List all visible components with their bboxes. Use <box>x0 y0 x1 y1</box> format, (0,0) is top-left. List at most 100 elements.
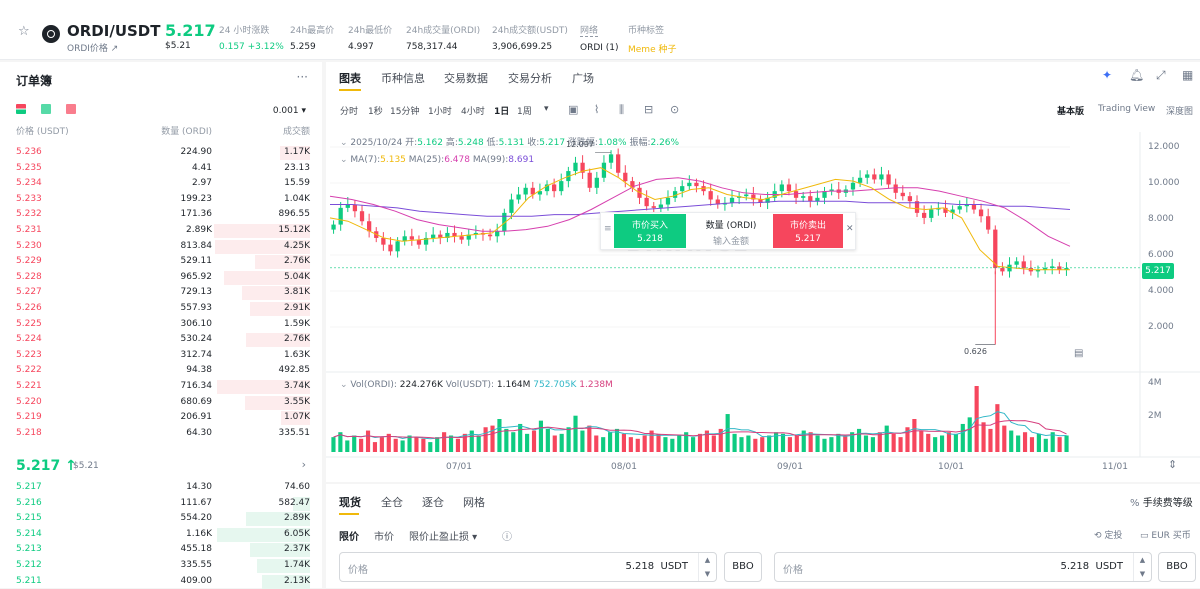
bid-row[interactable]: 5.216 111.67 582.47 <box>0 496 322 511</box>
fee-level-link[interactable]: % 手续费等级 <box>1130 494 1193 509</box>
collapse-chevron-icon[interactable]: ⌄ <box>340 138 348 148</box>
view-asks-icon[interactable] <box>66 104 77 114</box>
bid-row[interactable]: 5.217 14.30 74.60 <box>0 480 322 495</box>
price-stepper[interactable]: ▲ ▼ <box>698 553 716 581</box>
sparkle-icon[interactable]: ✦ <box>1102 68 1113 82</box>
more-options-icon[interactable]: ··· <box>296 70 308 84</box>
row-total: 3.55K <box>284 396 310 407</box>
buy-price-input[interactable]: 价格 5.218 USDT ▲ ▼ <box>339 552 717 582</box>
ask-row[interactable]: 5.231 2.89K 15.12K <box>0 223 322 238</box>
close-icon[interactable]: ✕ <box>846 224 854 234</box>
interval-4h[interactable]: 4小时 <box>461 107 485 117</box>
view-basic[interactable]: 基本版 <box>1057 107 1085 117</box>
ask-row[interactable]: 5.221 716.34 3.74K <box>0 379 322 394</box>
ask-row[interactable]: 5.227 729.13 3.81K <box>0 285 322 301</box>
reset-axis-icon[interactable]: ⇕ <box>1168 458 1178 471</box>
tag-seed[interactable]: 种子 <box>658 45 677 55</box>
tab-square[interactable]: 广场 <box>572 72 594 85</box>
tab-spot[interactable]: 现货 <box>339 496 361 509</box>
bbo-button[interactable]: BBO <box>724 552 762 582</box>
tab-cross[interactable]: 全仓 <box>381 496 403 509</box>
depth-bar <box>292 496 310 511</box>
market-buy-button[interactable]: 市价买入 5.218 <box>614 214 686 248</box>
tab-trade-data[interactable]: 交易数据 <box>444 72 488 85</box>
chart-widget-icon[interactable]: ▤ <box>1074 348 1084 359</box>
open-label: 开: <box>405 138 418 148</box>
ask-row[interactable]: 5.236 224.90 1.17K <box>0 145 322 160</box>
ask-row[interactable]: 5.218 64.30 335.51 <box>0 426 322 441</box>
bid-row[interactable]: 5.211 409.00 2.13K <box>0 574 322 589</box>
calendar-icon[interactable]: ▣ <box>568 103 579 116</box>
order-type-market[interactable]: 市价 <box>374 532 394 543</box>
tab-chart[interactable]: 图表 <box>339 72 361 85</box>
sell-price-input[interactable]: 价格 5.218 USDT ▲ ▼ <box>774 552 1152 582</box>
settings-icon[interactable]: ⊟ <box>644 103 654 116</box>
order-type-stop-limit[interactable]: 限价止盈止损 ▾ <box>409 532 478 543</box>
tab-isolated[interactable]: 逐仓 <box>422 496 444 509</box>
view-depth[interactable]: 深度图 <box>1166 107 1194 117</box>
bbo-button[interactable]: BBO <box>1158 552 1196 582</box>
ask-row[interactable]: 5.233 199.23 1.04K <box>0 192 322 207</box>
row-total: 2.37K <box>284 544 310 555</box>
ask-row[interactable]: 5.220 680.69 3.55K <box>0 395 322 410</box>
interval-1s[interactable]: 1秒 <box>368 107 383 117</box>
pair-title[interactable]: ORDI/USDT <box>67 22 161 40</box>
candle-body <box>1050 266 1055 269</box>
favorite-star-icon[interactable]: ☆ <box>18 24 30 39</box>
precision-select[interactable]: 0.001 ▾ <box>272 106 306 116</box>
bid-row[interactable]: 5.213 455.18 2.37K <box>0 542 322 558</box>
increment-icon[interactable]: ▲ <box>704 556 711 564</box>
chevron-right-icon[interactable]: › <box>301 458 306 471</box>
ask-row[interactable]: 5.223 312.74 1.63K <box>0 348 322 363</box>
target-icon[interactable]: ⊙ <box>670 103 680 116</box>
quantity-input[interactable]: 数量 (ORDI) 输入金额 <box>690 214 772 248</box>
ask-row[interactable]: 5.224 530.24 2.76K <box>0 332 322 348</box>
interval-1h[interactable]: 1小时 <box>428 107 452 117</box>
eur-buy-link[interactable]: ▭ EUR 买币 <box>1140 528 1191 541</box>
price-chart[interactable] <box>326 62 1200 482</box>
grid-layout-icon[interactable]: ▦ <box>1182 68 1194 82</box>
order-type-limit[interactable]: 限价 <box>339 532 359 543</box>
pair-subtitle-link[interactable]: ORDI价格 ↗ <box>67 44 119 54</box>
interval-1d[interactable]: 1日 <box>494 107 510 117</box>
info-icon[interactable]: ⓘ <box>502 532 512 543</box>
ask-row[interactable]: 5.219 206.91 1.07K <box>0 410 322 426</box>
decrement-icon[interactable]: ▼ <box>704 570 711 578</box>
collapse-chevron-icon[interactable]: ⌄ <box>340 155 348 165</box>
interval-15m[interactable]: 15分钟 <box>390 107 420 117</box>
ask-row[interactable]: 5.222 94.38 492.85 <box>0 363 322 378</box>
bid-row[interactable]: 5.215 554.20 2.89K <box>0 511 322 527</box>
alert-bell-icon[interactable]: 🔔︎ <box>1129 68 1145 82</box>
ask-row[interactable]: 5.234 2.97 15.59 <box>0 176 322 191</box>
interval-1w[interactable]: 1周 <box>517 107 532 117</box>
ask-row[interactable]: 5.232 171.36 896.55 <box>0 207 322 222</box>
interval-time[interactable]: 分时 <box>340 107 359 117</box>
ask-row[interactable]: 5.225 306.10 1.59K <box>0 317 322 332</box>
candle-type-icon[interactable]: ⫼ <box>619 103 625 116</box>
decrement-icon[interactable]: ▼ <box>1139 570 1146 578</box>
tag-meme[interactable]: Meme <box>628 45 656 55</box>
view-tradingview[interactable]: Trading View <box>1098 104 1156 114</box>
ask-row[interactable]: 5.235 4.41 23.13 <box>0 161 322 176</box>
interval-more-chevron-icon[interactable]: ▾ <box>544 104 549 114</box>
bid-row[interactable]: 5.212 335.55 1.74K <box>0 558 322 573</box>
bid-row[interactable]: 5.214 1.16K 6.05K <box>0 527 322 542</box>
expand-icon[interactable]: ⤢ <box>1156 68 1166 82</box>
price-stepper[interactable]: ▲ ▼ <box>1133 553 1151 581</box>
stat-network[interactable]: 网络 ORDI (1) <box>580 23 619 53</box>
view-both-icon[interactable] <box>16 104 26 114</box>
tab-grid[interactable]: 网格 <box>463 496 485 509</box>
drag-handle-icon[interactable]: ≡ <box>604 224 612 234</box>
tab-coin-info[interactable]: 币种信息 <box>381 72 425 85</box>
ask-row[interactable]: 5.229 529.11 2.76K <box>0 254 322 270</box>
ask-row[interactable]: 5.230 813.84 4.25K <box>0 239 322 254</box>
auto-invest-link[interactable]: ⟲ 定投 <box>1094 528 1122 541</box>
tab-trade-analysis[interactable]: 交易分析 <box>508 72 552 85</box>
ask-row[interactable]: 5.228 965.92 5.04K <box>0 270 322 285</box>
ask-row[interactable]: 5.226 557.93 2.91K <box>0 301 322 316</box>
increment-icon[interactable]: ▲ <box>1139 556 1146 564</box>
collapse-chevron-icon[interactable]: ⌄ <box>340 380 348 390</box>
market-sell-button[interactable]: 市价卖出 5.217 <box>773 214 843 248</box>
view-bids-icon[interactable] <box>41 104 52 114</box>
indicator-icon[interactable]: ⌇ <box>594 103 600 116</box>
